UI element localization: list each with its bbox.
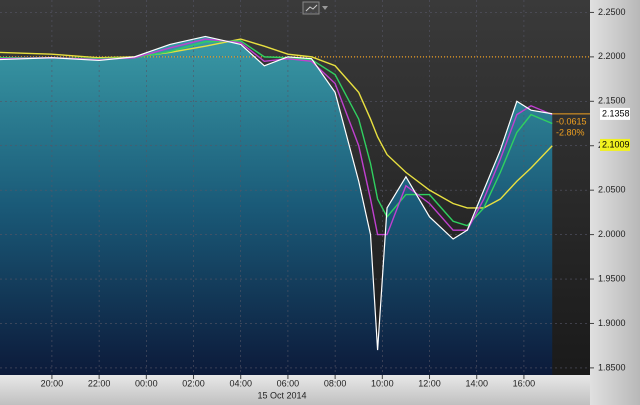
last-value-label: 2.1358 (602, 108, 630, 118)
x-tick-label: 22:00 (88, 378, 111, 388)
y-tick-label: 1.8500 (598, 362, 626, 372)
x-axis-panel (0, 375, 590, 405)
chart-type-glyph (305, 4, 318, 12)
x-tick-label: 08:00 (324, 378, 347, 388)
x-tick-label: 04:00 (229, 378, 252, 388)
x-tick-label: 02:00 (182, 378, 205, 388)
change-label: -2.80% (556, 127, 585, 137)
y-tick-label: 2.2500 (598, 7, 626, 17)
x-tick-label: 14:00 (465, 378, 488, 388)
y-axis-panel (590, 0, 640, 405)
x-tick-label: 00:00 (135, 378, 158, 388)
x-tick-label: 06:00 (277, 378, 300, 388)
y-tick-label: 1.9500 (598, 273, 626, 283)
series-line (0, 40, 553, 227)
y-tick-label: 2.1500 (598, 96, 626, 106)
x-axis-date: 15 Oct 2014 (257, 390, 306, 400)
y-tick-label: 1.9000 (598, 318, 626, 328)
last-value-box (600, 138, 630, 151)
x-tick-label: 20:00 (41, 378, 64, 388)
price-area (0, 36, 553, 375)
toolbar-icon[interactable] (302, 1, 328, 15)
last-value-label: 2.1009 (602, 139, 630, 149)
y-tick-label: 2.2000 (598, 51, 626, 61)
x-tick-label: 12:00 (418, 378, 441, 388)
x-tick-label: 16:00 (513, 378, 536, 388)
series-line (0, 38, 553, 236)
last-value-box (600, 107, 630, 120)
y-tick-label: 2.0000 (598, 229, 626, 239)
dropdown-arrow[interactable] (322, 6, 328, 10)
x-tick-label: 10:00 (371, 378, 394, 388)
y-tick-label: 2.0500 (598, 185, 626, 195)
series-line (0, 35, 553, 351)
change-label: -0.0615 (556, 116, 587, 126)
